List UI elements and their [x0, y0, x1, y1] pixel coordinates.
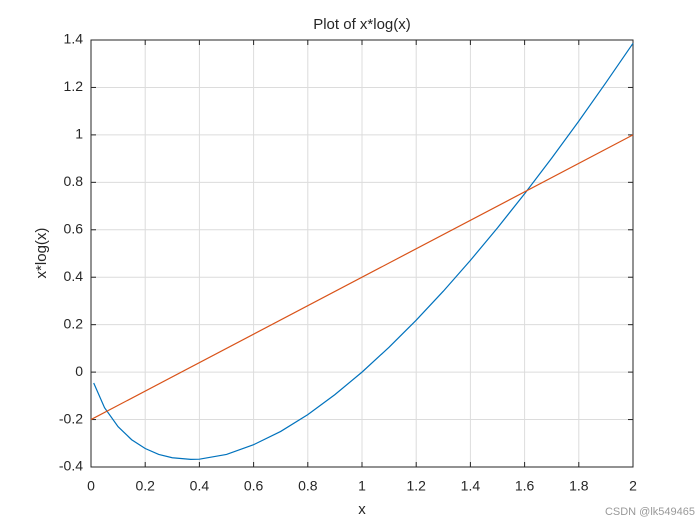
x-tick-label: 2: [629, 478, 637, 494]
data-line: [93, 42, 634, 461]
data-line: [90, 134, 634, 421]
x-tick-label: 1.6: [515, 478, 535, 494]
x-tick-label: 1.4: [461, 478, 481, 494]
y-tick-label: 0.2: [64, 315, 84, 331]
x-tick-label: 0: [87, 478, 95, 494]
y-tick-label: 1.2: [64, 78, 84, 94]
x-tick-label: 1: [358, 478, 366, 494]
y-tick-label: -0.4: [59, 458, 83, 474]
y-tick-label: 1.4: [64, 31, 84, 47]
y-axis-label: x*log(x): [33, 228, 50, 279]
y-tick-label: -0.2: [59, 410, 83, 426]
axes-box: [90, 39, 634, 468]
chart-title: Plot of x*log(x): [313, 16, 411, 33]
watermark: CSDN @lk549465: [605, 506, 695, 518]
x-tick-label: 0.8: [298, 478, 318, 494]
x-tick-label: 1.2: [406, 478, 426, 494]
y-tick-label: 1: [75, 126, 83, 142]
x-tick-label: 1.8: [569, 478, 589, 494]
y-tick-label: 0.4: [64, 268, 84, 284]
y-tick-label: 0: [75, 363, 83, 379]
x-tick-label: 0.4: [190, 478, 210, 494]
x-tick-label: 0.2: [135, 478, 155, 494]
y-tick-label: 0.8: [64, 173, 84, 189]
x-tick-label: 0.6: [244, 478, 264, 494]
x-axis-label: x: [358, 501, 366, 518]
y-tick-label: 0.6: [64, 220, 84, 236]
